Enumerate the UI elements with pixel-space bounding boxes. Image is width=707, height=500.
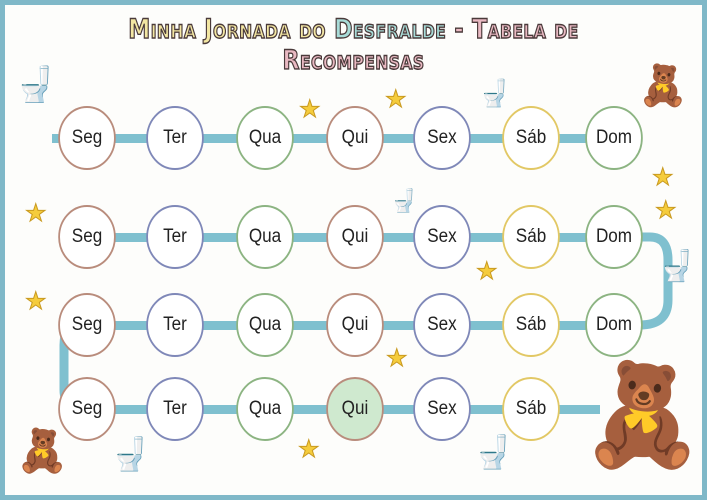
day-circle-seg[interactable]: Seg <box>58 106 116 170</box>
day-circle-qua[interactable]: Qua <box>236 205 294 269</box>
toilet-icon: 🚽 <box>478 78 511 108</box>
teddy-bear-icon: 🧸 <box>638 64 688 108</box>
day-circle-sex[interactable]: Sex <box>413 377 471 441</box>
star-icon: ★ <box>655 197 677 224</box>
day-circle-dom[interactable]: Dom <box>585 106 643 170</box>
day-circle-qua[interactable]: Qua <box>236 377 294 441</box>
day-circle-qua[interactable]: Qua <box>236 293 294 357</box>
star-icon: ★ <box>25 200 47 227</box>
day-circle-ter[interactable]: Ter <box>146 106 204 170</box>
day-circle-sáb[interactable]: Sáb <box>502 205 560 269</box>
day-circle-qui[interactable]: Qui <box>326 377 384 441</box>
day-circle-ter[interactable]: Ter <box>146 377 204 441</box>
curve-row2-row3 <box>614 232 673 330</box>
day-circle-sex[interactable]: Sex <box>413 293 471 357</box>
day-circle-qui[interactable]: Qui <box>326 205 384 269</box>
day-circle-ter[interactable]: Ter <box>146 205 204 269</box>
star-icon: ★ <box>476 258 498 285</box>
toilet-icon: 🚽 <box>14 66 57 104</box>
day-circle-qua[interactable]: Qua <box>236 106 294 170</box>
star-icon: ★ <box>385 86 407 113</box>
toilet-icon: 🚽 <box>110 436 150 472</box>
day-circle-sáb[interactable]: Sáb <box>502 106 560 170</box>
toilet-icon: 🚽 <box>658 250 696 283</box>
star-icon: ★ <box>298 436 320 463</box>
day-circle-seg[interactable]: Seg <box>58 205 116 269</box>
day-circle-seg[interactable]: Seg <box>58 293 116 357</box>
day-circle-dom[interactable]: Dom <box>585 205 643 269</box>
day-circle-qui[interactable]: Qui <box>326 293 384 357</box>
day-circle-sex[interactable]: Sex <box>413 205 471 269</box>
teddy-bear-icon: 🧸 <box>580 359 705 471</box>
star-icon: ★ <box>652 164 674 191</box>
day-circle-ter[interactable]: Ter <box>146 293 204 357</box>
toilet-icon: 🚽 <box>390 188 418 213</box>
day-circle-qui[interactable]: Qui <box>326 106 384 170</box>
teddy-bear-icon: 🧸 <box>16 427 69 474</box>
day-circle-sex[interactable]: Sex <box>413 106 471 170</box>
day-circle-dom[interactable]: Dom <box>585 293 643 357</box>
star-icon: ★ <box>386 345 408 372</box>
day-circle-sáb[interactable]: Sáb <box>502 377 560 441</box>
star-icon: ★ <box>25 288 47 315</box>
toilet-icon: 🚽 <box>473 434 513 470</box>
day-circle-seg[interactable]: Seg <box>58 377 116 441</box>
day-circle-sáb[interactable]: Sáb <box>502 293 560 357</box>
star-icon: ★ <box>299 96 321 123</box>
page-title: Minha Jornada do Desfralde - Tabela de R… <box>128 13 579 76</box>
